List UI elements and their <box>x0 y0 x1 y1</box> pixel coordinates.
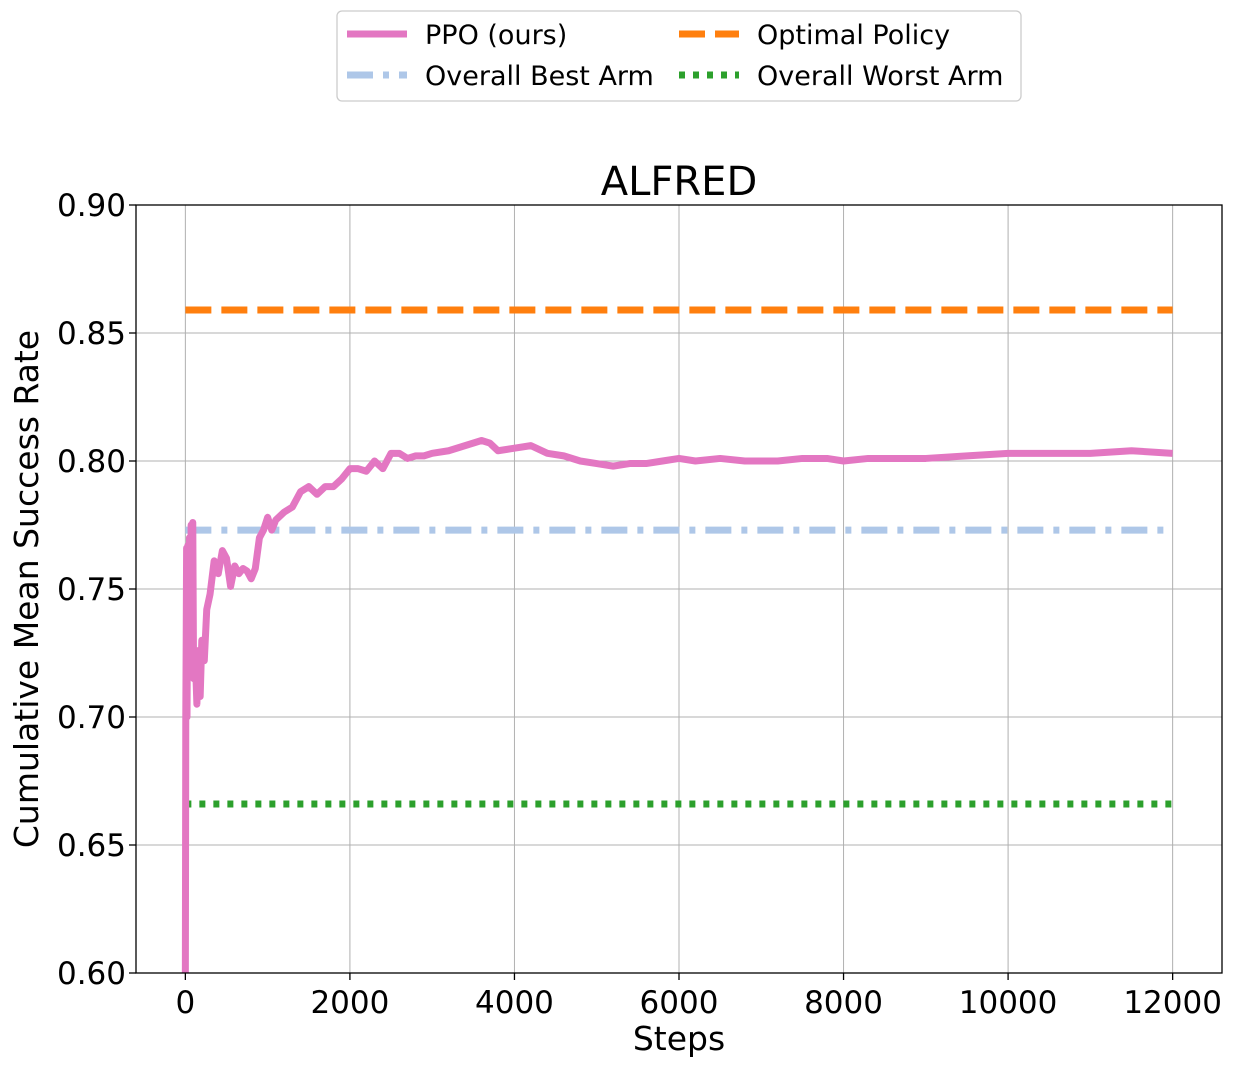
series-line-ppo-ours <box>181 437 1173 973</box>
legend-label-ppo-ours: PPO (ours) <box>425 20 567 51</box>
legend: PPO (ours) Overall Best Arm Optimal Policy… <box>336 10 1022 102</box>
legend-box <box>336 10 1022 102</box>
y-tick-label: 0.75 <box>57 572 126 608</box>
legend-label-optimal-policy: Optimal Policy <box>757 20 950 51</box>
tick-group: 0 2000 4000 6000 8000 10000 12000 0.60 0.65 0.70 0… <box>57 188 1222 1021</box>
legend-label-overall-worst-arm: Overall Worst Arm <box>757 61 1003 92</box>
y-tick-label: 0.65 <box>57 828 126 864</box>
x-tick-label: 4000 <box>475 985 554 1021</box>
x-tick-label: 8000 <box>804 985 883 1021</box>
series-group <box>181 306 1173 973</box>
chart-title: ALFRED <box>601 159 758 205</box>
x-tick-label: 6000 <box>640 985 719 1021</box>
y-tick-label: 0.90 <box>57 188 126 224</box>
x-tick-label: 12000 <box>1123 985 1222 1021</box>
y-tick-label: 0.60 <box>57 956 126 992</box>
y-axis-title: Cumulative Mean Success Rate <box>7 330 46 848</box>
grid-lines <box>136 204 1222 974</box>
x-tick-label: 2000 <box>310 985 389 1021</box>
y-tick-label: 0.80 <box>57 444 126 480</box>
x-axis-title: Steps <box>633 1019 725 1058</box>
x-tick-label: 0 <box>175 985 195 1021</box>
y-tick-label: 0.70 <box>57 700 126 736</box>
y-tick-label: 0.85 <box>57 316 126 352</box>
legend-label-overall-best-arm: Overall Best Arm <box>425 61 654 92</box>
x-tick-label: 10000 <box>959 985 1058 1021</box>
